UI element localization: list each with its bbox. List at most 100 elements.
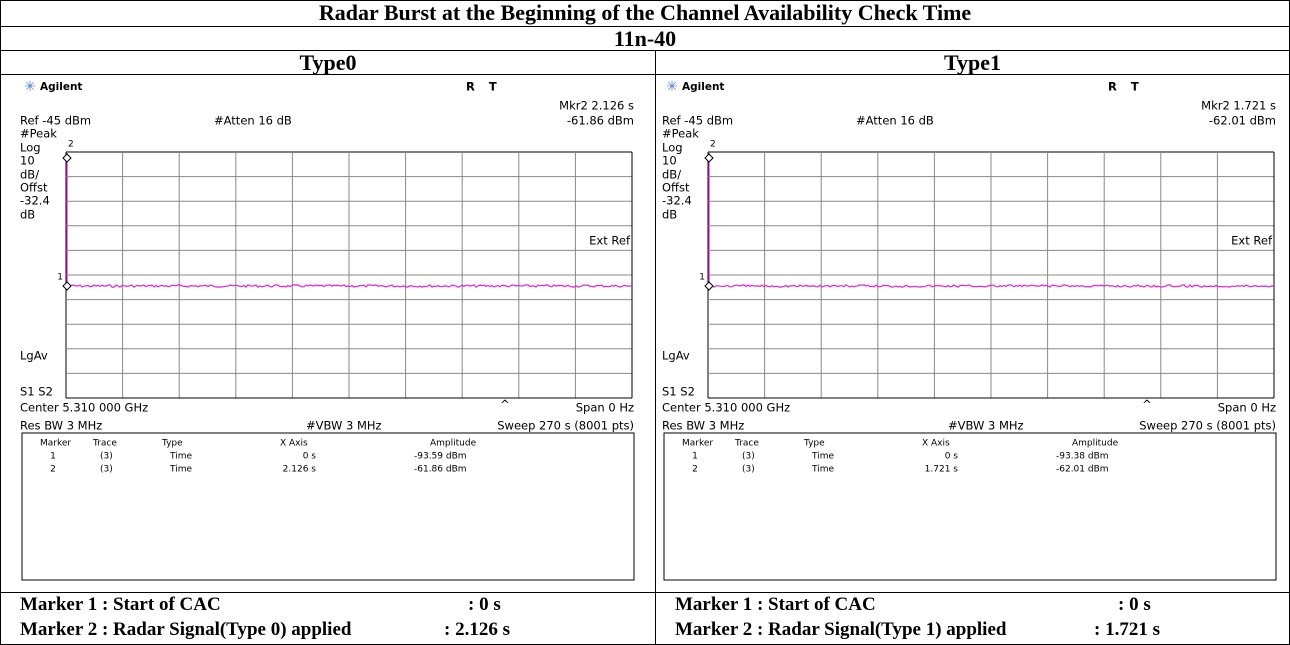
marker-table-box [21, 432, 635, 581]
screen-text: #Atten 16 dB [214, 114, 292, 128]
screen-text: S1 S2 [662, 385, 695, 399]
screen-text: Res BW 3 MHz [662, 419, 744, 433]
logo-star: ✳ [666, 79, 678, 95]
screen-text: X Axis [280, 439, 308, 449]
screen-text: dB [662, 208, 677, 222]
trace [708, 152, 1275, 288]
screen-text: Marker [40, 439, 71, 449]
note-value: : 0 s [468, 594, 501, 615]
screen-text: Log [662, 141, 683, 155]
screen-text: 2 [692, 465, 698, 475]
note-label: Marker 2 : Radar Signal(Type 0) applied [20, 619, 352, 640]
note-value: : 0 s [1118, 594, 1151, 615]
screen-text: Trace [734, 439, 759, 449]
screen-text: Mkr2 1.721 s [1201, 99, 1276, 113]
analyzer-screen: ✳ Agilent R T Mkr2 2.126 s Ref -45 dBm #Atten… [20, 79, 635, 581]
screen-text: -62.01 dBm [1056, 465, 1109, 475]
screen-text: ^ [1142, 398, 1152, 412]
marker-diamond [704, 153, 714, 163]
screen-text: #Peak [662, 127, 699, 141]
screen-text: Type [161, 439, 183, 449]
screen-text: Time [811, 465, 834, 475]
screen-text: 0 s [945, 452, 959, 462]
marker-diamond [62, 281, 72, 291]
screen-text: Center 5.310 000 GHz [20, 401, 148, 415]
mode: 11n-40 [0, 26, 1290, 51]
screen-text: Sweep 270 s (8001 pts) [497, 419, 634, 433]
screen-text: Center 5.310 000 GHz [662, 401, 790, 415]
screen-text: 2 [68, 140, 74, 150]
marker-table-box [663, 432, 1277, 581]
note-label: Marker 2 : Radar Signal(Type 1) applied [675, 619, 1007, 640]
screen-text: Offst [20, 181, 48, 195]
title: Radar Burst at the Beginning of the Chan… [0, 0, 1290, 27]
screen-text: Amplitude [430, 439, 477, 449]
screen-text: 10 [20, 154, 35, 168]
screen-text: Marker [682, 439, 713, 449]
screen-text: 0 s [303, 452, 317, 462]
screen-text: 10 [662, 154, 677, 168]
screen-text: Type [803, 439, 825, 449]
screen-text: X Axis [922, 439, 950, 449]
screen-text: Mkr2 2.126 s [559, 99, 634, 113]
screen-text: 1 [57, 273, 63, 283]
screen-text: Span 0 Hz [1218, 401, 1276, 415]
screen-text: (3) [100, 465, 113, 475]
screen-text: Res BW 3 MHz [20, 419, 102, 433]
screen-text: 1.721 s [925, 465, 959, 475]
trace [66, 152, 633, 288]
screen-text: Log [20, 141, 41, 155]
note-value: : 2.126 s [444, 619, 510, 640]
screen-text: #Peak [20, 127, 57, 141]
screen-text: 2.126 s [283, 465, 317, 475]
brand: Agilent [40, 81, 82, 93]
screen-text: -62.01 dBm [1209, 114, 1276, 128]
screen-text: LgAv [20, 349, 48, 363]
screen-text: 2 [50, 465, 56, 475]
screen-text: -32.4 [662, 194, 692, 208]
screen-text: -32.4 [20, 194, 50, 208]
note-label: Marker 1 : Start of CAC [675, 594, 876, 615]
brand: Agilent [682, 81, 724, 93]
screen-text: -61.86 dBm [567, 114, 634, 128]
screen-text: Ext Ref [1231, 234, 1273, 248]
screen-text: Ref -45 dBm [662, 114, 733, 128]
logo-star: ✳ [24, 79, 36, 95]
screen-text: Time [169, 452, 192, 462]
screen-text: LgAv [662, 349, 690, 363]
screen-text: dB/ [20, 168, 39, 182]
screen-text: (3) [742, 465, 755, 475]
screen-text: 2 [710, 140, 716, 150]
screen-text: dB [20, 208, 35, 222]
screen-text: -93.59 dBm [414, 452, 467, 462]
screen-text: Trace [92, 439, 117, 449]
screen-text: S1 S2 [20, 385, 53, 399]
screen-text: (3) [742, 452, 755, 462]
note-value: : 1.721 s [1094, 619, 1160, 640]
heading: Type0 [0, 50, 656, 75]
marker-diamond [704, 281, 714, 291]
screen-text: -93.38 dBm [1056, 452, 1109, 462]
marker-diamond [62, 153, 72, 163]
screen-text: 1 [692, 452, 698, 462]
note-label: Marker 1 : Start of CAC [20, 594, 221, 615]
screen-text: Span 0 Hz [576, 401, 634, 415]
screen-text: Sweep 270 s (8001 pts) [1139, 419, 1276, 433]
screen-text: (3) [100, 452, 113, 462]
screen-text: #Atten 16 dB [856, 114, 934, 128]
screen-text: #VBW 3 MHz [306, 419, 382, 433]
screen-text: Time [169, 465, 192, 475]
screen-text: ^ [500, 398, 510, 412]
screen-text: #VBW 3 MHz [948, 419, 1024, 433]
screen-text: Ext Ref [589, 234, 631, 248]
screen-text: dB/ [662, 168, 681, 182]
status: R T [466, 80, 497, 94]
screen-text: -61.86 dBm [414, 465, 467, 475]
screen-text: Time [811, 452, 834, 462]
screen-text: Amplitude [1072, 439, 1119, 449]
screen-text: Offst [662, 181, 690, 195]
status: R T [1108, 80, 1139, 94]
screen-text: 1 [50, 452, 56, 462]
screen-text: 1 [699, 273, 705, 283]
